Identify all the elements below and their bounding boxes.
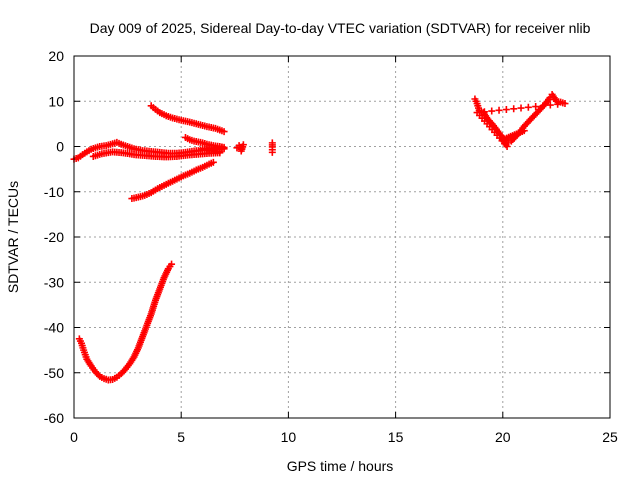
- x-tick-label: 5: [177, 429, 185, 445]
- data-point: [524, 103, 532, 111]
- data-point: [520, 127, 528, 135]
- x-tick-label: 15: [388, 429, 404, 445]
- series-lower-arc: [128, 158, 217, 203]
- data-point: [517, 104, 525, 112]
- x-tick-label: 0: [70, 429, 78, 445]
- y-tick-label: 20: [48, 48, 64, 64]
- y-tick-labels: -60 -50 -40 -30 -20 -10 0 10 20: [44, 48, 64, 426]
- data-point: [220, 128, 228, 136]
- series-near-zero-lower: [89, 148, 224, 161]
- y-tick-label: -40: [44, 320, 64, 336]
- data-point: [268, 148, 276, 156]
- data-point: [561, 100, 569, 108]
- y-tick-label: -50: [44, 365, 64, 381]
- x-tick-labels: 0 5 10 15 20 25: [70, 429, 618, 445]
- data-point: [488, 107, 496, 115]
- y-tick-label: 10: [48, 93, 64, 109]
- y-tick-label: -60: [44, 410, 64, 426]
- y-tick-label: -20: [44, 229, 64, 245]
- x-tick-label: 10: [281, 429, 297, 445]
- series-dip: [75, 260, 176, 384]
- series-isolated-9h: [268, 139, 276, 156]
- chart-title: Day 009 of 2025, Sidereal Day-to-day VTE…: [90, 20, 591, 36]
- y-tick-label: 0: [56, 139, 64, 155]
- plot-frame: [73, 55, 611, 419]
- x-tick-label: 20: [495, 429, 511, 445]
- series-v-shape: [471, 90, 569, 150]
- series-mid-cluster: [181, 133, 228, 156]
- y-axis-label: SDTVAR / TECUs: [5, 181, 21, 293]
- data-point: [480, 108, 488, 116]
- data-point: [502, 106, 510, 114]
- data-point: [539, 102, 547, 110]
- data-point: [554, 100, 562, 108]
- x-axis-label: GPS time / hours: [287, 458, 394, 474]
- grid: [74, 56, 610, 418]
- data-point: [495, 106, 503, 114]
- data-point: [510, 105, 518, 113]
- y-tick-label: -10: [44, 184, 64, 200]
- series-upper-arc: [147, 102, 228, 136]
- data-point: [209, 158, 217, 166]
- data-point: [94, 371, 102, 379]
- data-points: [70, 90, 569, 384]
- data-point: [168, 260, 176, 268]
- data-point: [237, 147, 245, 155]
- data-point: [546, 101, 554, 109]
- series-isolated-7-8h: [233, 141, 247, 155]
- data-point: [216, 148, 224, 156]
- y-tick-label: -30: [44, 274, 64, 290]
- x-tick-label: 25: [602, 429, 618, 445]
- data-point: [532, 103, 540, 111]
